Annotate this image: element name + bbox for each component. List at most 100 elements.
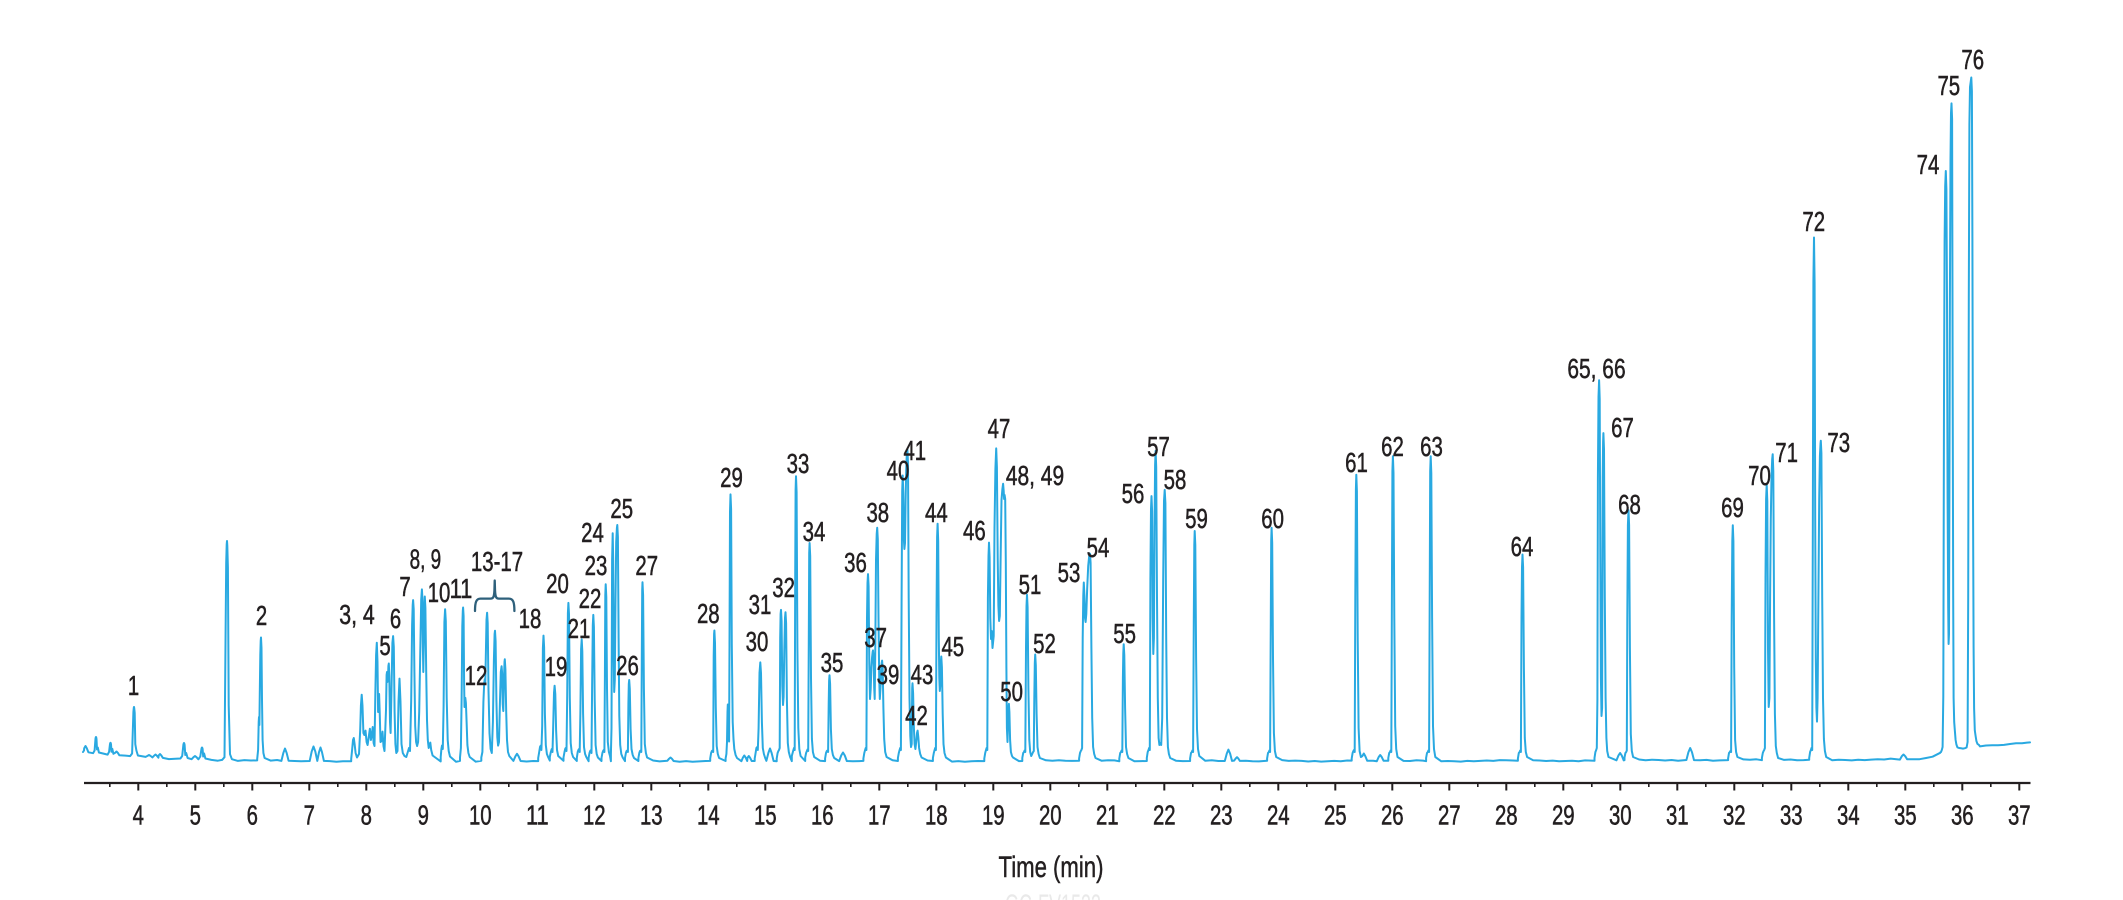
- svg-text:6: 6: [247, 800, 258, 831]
- svg-text:10: 10: [428, 577, 451, 608]
- svg-text:59: 59: [1185, 503, 1208, 534]
- svg-text:28: 28: [697, 598, 720, 629]
- svg-text:17: 17: [868, 800, 891, 831]
- svg-text:36: 36: [844, 547, 867, 578]
- svg-text:12: 12: [465, 660, 488, 691]
- svg-text:4: 4: [133, 800, 144, 831]
- svg-text:13: 13: [640, 800, 663, 831]
- svg-text:39: 39: [877, 659, 900, 690]
- svg-text:22: 22: [579, 583, 602, 614]
- svg-text:9: 9: [418, 800, 429, 831]
- svg-text:6: 6: [390, 603, 401, 634]
- svg-text:5: 5: [379, 630, 390, 661]
- svg-text:13-17: 13-17: [471, 546, 523, 577]
- svg-text:11: 11: [526, 800, 549, 831]
- svg-text:24: 24: [1267, 800, 1290, 831]
- svg-text:42: 42: [905, 700, 928, 731]
- svg-text:23: 23: [585, 550, 608, 581]
- svg-text:67: 67: [1611, 412, 1634, 443]
- svg-text:3, 4: 3, 4: [339, 599, 375, 630]
- svg-text:32: 32: [772, 572, 795, 603]
- svg-text:25: 25: [610, 493, 633, 524]
- svg-text:73: 73: [1827, 427, 1850, 458]
- svg-text:36: 36: [1951, 800, 1974, 831]
- svg-text:29: 29: [1552, 800, 1575, 831]
- svg-text:16: 16: [811, 800, 834, 831]
- svg-text:46: 46: [963, 515, 986, 546]
- svg-text:28: 28: [1495, 800, 1518, 831]
- svg-text:56: 56: [1122, 478, 1145, 509]
- svg-text:37: 37: [864, 622, 887, 653]
- svg-text:15: 15: [754, 800, 777, 831]
- svg-text:74: 74: [1917, 149, 1940, 180]
- svg-text:26: 26: [1381, 800, 1404, 831]
- svg-text:54: 54: [1087, 532, 1110, 563]
- svg-text:30: 30: [1609, 800, 1632, 831]
- svg-text:20: 20: [1039, 800, 1062, 831]
- svg-text:21: 21: [568, 613, 591, 644]
- svg-text:70: 70: [1748, 460, 1771, 491]
- svg-text:24: 24: [581, 517, 604, 548]
- svg-text:GC-FV1533: GC-FV1533: [1005, 889, 1101, 900]
- svg-text:7: 7: [399, 571, 410, 602]
- svg-text:18: 18: [925, 800, 948, 831]
- svg-text:8: 8: [361, 800, 372, 831]
- svg-text:72: 72: [1802, 206, 1825, 237]
- svg-text:62: 62: [1381, 431, 1404, 462]
- svg-text:76: 76: [1961, 44, 1984, 75]
- svg-text:11: 11: [450, 573, 473, 604]
- svg-text:35: 35: [821, 647, 844, 678]
- svg-text:19: 19: [982, 800, 1005, 831]
- svg-text:50: 50: [1000, 676, 1023, 707]
- svg-text:19: 19: [545, 651, 568, 682]
- svg-text:33: 33: [1780, 800, 1803, 831]
- svg-text:8, 9: 8, 9: [410, 544, 442, 575]
- svg-text:Time (min): Time (min): [999, 851, 1104, 884]
- svg-text:51: 51: [1019, 569, 1042, 600]
- svg-text:34: 34: [1837, 800, 1860, 831]
- svg-text:5: 5: [190, 800, 201, 831]
- svg-text:29: 29: [720, 462, 743, 493]
- svg-text:31: 31: [1666, 800, 1689, 831]
- svg-text:23: 23: [1210, 800, 1233, 831]
- svg-text:53: 53: [1058, 557, 1081, 588]
- svg-text:12: 12: [583, 800, 606, 831]
- svg-text:71: 71: [1775, 437, 1798, 468]
- svg-text:27: 27: [635, 550, 658, 581]
- svg-text:20: 20: [546, 568, 569, 599]
- svg-text:44: 44: [925, 497, 948, 528]
- svg-text:21: 21: [1096, 800, 1119, 831]
- svg-text:65, 66: 65, 66: [1567, 353, 1625, 384]
- svg-text:30: 30: [746, 626, 769, 657]
- svg-text:40: 40: [887, 455, 910, 486]
- svg-text:14: 14: [697, 800, 720, 831]
- svg-text:26: 26: [616, 650, 639, 681]
- svg-text:48, 49: 48, 49: [1006, 460, 1064, 491]
- svg-text:45: 45: [941, 631, 964, 662]
- svg-text:35: 35: [1894, 800, 1917, 831]
- svg-text:52: 52: [1033, 628, 1056, 659]
- svg-text:38: 38: [866, 497, 889, 528]
- svg-text:37: 37: [2008, 800, 2031, 831]
- svg-text:55: 55: [1113, 618, 1136, 649]
- svg-text:25: 25: [1324, 800, 1347, 831]
- svg-text:22: 22: [1153, 800, 1176, 831]
- svg-text:60: 60: [1261, 503, 1284, 534]
- svg-text:57: 57: [1147, 431, 1170, 462]
- svg-text:33: 33: [787, 448, 810, 479]
- svg-text:10: 10: [469, 800, 492, 831]
- svg-text:31: 31: [749, 589, 772, 620]
- svg-text:61: 61: [1345, 447, 1368, 478]
- svg-text:47: 47: [988, 413, 1011, 444]
- svg-text:75: 75: [1937, 70, 1960, 101]
- svg-text:64: 64: [1511, 531, 1534, 562]
- svg-text:63: 63: [1420, 431, 1443, 462]
- svg-text:32: 32: [1723, 800, 1746, 831]
- svg-text:27: 27: [1438, 800, 1461, 831]
- svg-text:18: 18: [519, 603, 542, 634]
- svg-text:2: 2: [256, 600, 267, 631]
- svg-text:68: 68: [1618, 489, 1641, 520]
- svg-text:58: 58: [1164, 464, 1187, 495]
- svg-text:1: 1: [128, 670, 139, 701]
- svg-text:69: 69: [1721, 492, 1744, 523]
